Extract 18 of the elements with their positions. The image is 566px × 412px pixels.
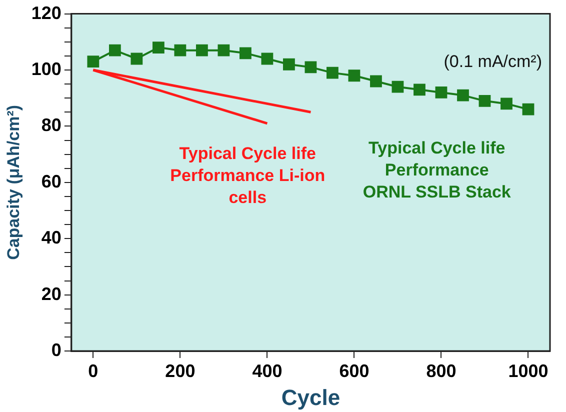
x-tick-label: 800	[426, 360, 456, 381]
annotation: (0.1 mA/cm²)	[444, 52, 542, 71]
y-tick-label: 40	[41, 228, 62, 248]
x-tick-label: 1000	[508, 360, 548, 381]
x-tick-label: 600	[339, 360, 370, 381]
x-tick-label: 400	[252, 360, 282, 381]
series-label: Typical Cycle life Performance ORNL SSLB Stack	[362, 138, 512, 202]
text: Typical Cycle life Performance Li-ion cells	[170, 144, 326, 208]
y-axis-title: Capacity (μAh/cm²)	[4, 104, 23, 260]
y-tick-label: 80	[41, 115, 62, 136]
x-tick-label: 200	[165, 360, 196, 381]
y-tick-label: 60	[41, 171, 62, 192]
y-tick-label: 0	[51, 340, 62, 360]
y-tick-label: 100	[31, 58, 62, 79]
x-axis-title: Cycle	[281, 384, 340, 410]
x-tick-label: 0	[88, 360, 98, 381]
y-tick-label: 120	[31, 2, 62, 23]
y-tick-label: 20	[41, 284, 62, 304]
